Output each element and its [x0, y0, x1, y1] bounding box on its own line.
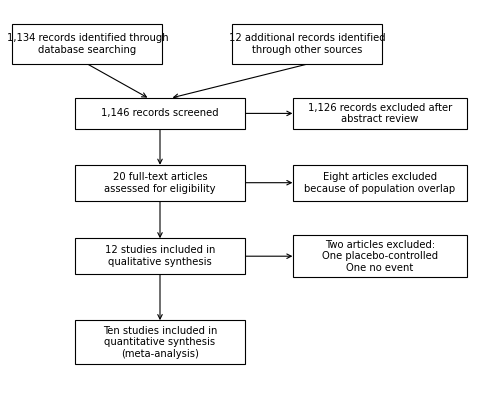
Text: 1,126 records excluded after
abstract review: 1,126 records excluded after abstract re… — [308, 102, 452, 124]
FancyBboxPatch shape — [75, 320, 245, 364]
FancyBboxPatch shape — [75, 165, 245, 200]
Text: Ten studies included in
quantitative synthesis
(meta-analysis): Ten studies included in quantitative syn… — [103, 326, 217, 359]
Text: 1,146 records screened: 1,146 records screened — [101, 108, 219, 118]
Text: 20 full-text articles
assessed for eligibility: 20 full-text articles assessed for eligi… — [104, 172, 216, 194]
Text: 12 studies included in
qualitative synthesis: 12 studies included in qualitative synth… — [105, 245, 215, 267]
FancyBboxPatch shape — [75, 98, 245, 129]
Text: 1,134 records identified through
database searching: 1,134 records identified through databas… — [6, 33, 168, 55]
Text: Eight articles excluded
because of population overlap: Eight articles excluded because of popul… — [304, 172, 456, 194]
FancyBboxPatch shape — [292, 98, 468, 129]
FancyBboxPatch shape — [12, 24, 162, 64]
FancyBboxPatch shape — [292, 235, 468, 277]
FancyBboxPatch shape — [232, 24, 382, 64]
Text: 12 additional records identified
through other sources: 12 additional records identified through… — [229, 33, 386, 55]
FancyBboxPatch shape — [292, 165, 468, 200]
Text: Two articles excluded:
One placebo-controlled
One no event: Two articles excluded: One placebo-contr… — [322, 239, 438, 273]
FancyBboxPatch shape — [75, 238, 245, 274]
